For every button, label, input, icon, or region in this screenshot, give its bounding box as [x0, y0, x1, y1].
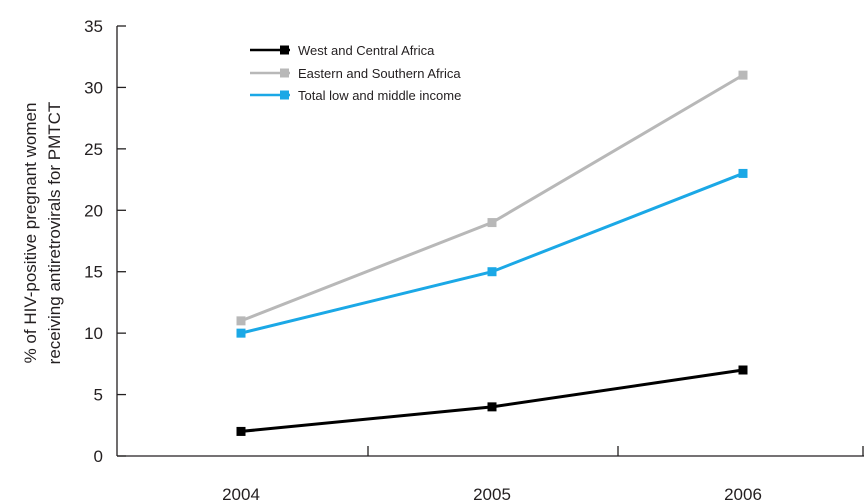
legend-label: West and Central Africa — [298, 43, 435, 58]
series-line — [240, 368, 744, 433]
series-2 — [236, 70, 748, 326]
data-point — [738, 168, 748, 178]
y-tick-label: 20 — [84, 201, 103, 220]
y-tick-label: 15 — [84, 263, 103, 282]
y-axis-title-line-1: % of HIV-positive pregnant women — [21, 103, 40, 364]
data-point — [487, 402, 497, 412]
data-point — [487, 218, 497, 228]
legend-label: Total low and middle income — [298, 88, 461, 103]
legend-label: Eastern and Southern Africa — [298, 66, 461, 81]
x-tick-label: 2005 — [473, 485, 511, 503]
legend-swatch-marker — [280, 68, 289, 78]
legend-swatch-marker — [280, 45, 289, 55]
data-point — [236, 316, 246, 326]
data-point — [738, 365, 748, 375]
y-tick-label: 5 — [94, 386, 103, 405]
data-point — [236, 426, 246, 436]
legend-item-2: Eastern and Southern Africa — [250, 66, 461, 81]
data-point — [236, 328, 246, 338]
legend-item-1: West and Central Africa — [250, 43, 435, 58]
y-axis-title-line-2: receiving antiretrovirals for PMTCT — [45, 102, 64, 365]
series-layer — [236, 70, 748, 436]
x-tick-label: 2004 — [222, 485, 260, 503]
y-tick-label: 35 — [84, 17, 103, 36]
data-point — [738, 70, 748, 80]
y-tick-label: 10 — [84, 324, 103, 343]
y-tick-label: 0 — [94, 447, 103, 466]
series-3 — [236, 168, 748, 338]
y-tick-label: 25 — [84, 140, 103, 159]
series-line — [240, 73, 744, 323]
y-axis-title: % of HIV-positive pregnant women receivi… — [21, 102, 64, 365]
series-1 — [236, 365, 748, 436]
data-point — [487, 267, 497, 277]
axes: 0 5 10 15 20 25 30 35 2004 2005 2006 — [84, 17, 864, 503]
series-line — [240, 172, 744, 335]
legend-swatch-marker — [280, 90, 289, 100]
y-tick-label: 30 — [84, 78, 103, 97]
x-tick-label: 2006 — [724, 485, 762, 503]
legend-item-3: Total low and middle income — [250, 88, 461, 103]
legend: West and Central Africa Eastern and South… — [250, 43, 461, 103]
